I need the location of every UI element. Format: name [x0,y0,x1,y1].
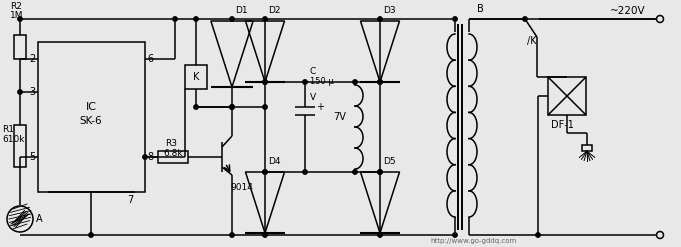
Circle shape [378,80,382,84]
Text: R3: R3 [165,139,177,147]
Circle shape [263,17,267,21]
Text: 610k: 610k [2,135,25,144]
Text: 6: 6 [147,54,153,64]
Text: 6.8k: 6.8k [163,148,183,158]
Circle shape [378,17,382,21]
Circle shape [536,233,540,237]
Text: DF-1: DF-1 [551,120,574,130]
Bar [582,145,592,151]
Text: 8: 8 [147,152,153,162]
Circle shape [303,80,307,84]
Circle shape [263,233,267,237]
Bar [185,65,207,89]
Text: 2: 2 [29,54,35,64]
Circle shape [263,80,267,84]
Text: B: B [477,4,484,14]
Bar [14,125,26,167]
Circle shape [143,155,147,159]
Bar [158,151,188,163]
Bar [38,42,145,192]
Circle shape [173,17,177,21]
Circle shape [18,90,22,94]
Text: 150 μ: 150 μ [310,78,334,86]
Text: 7V: 7V [333,112,346,122]
Text: D5: D5 [383,158,396,166]
Circle shape [263,170,267,174]
Circle shape [378,80,382,84]
Text: R2: R2 [10,2,22,12]
Text: C: C [310,67,316,77]
Circle shape [378,170,382,174]
Text: http://www.go-gddq.com: http://www.go-gddq.com [430,238,516,244]
Text: 9014: 9014 [230,183,253,191]
Circle shape [378,170,382,174]
Text: A: A [36,214,43,224]
Text: ~220V: ~220V [610,6,646,16]
Circle shape [523,17,527,21]
Circle shape [453,17,457,21]
Text: D3: D3 [383,6,396,16]
Circle shape [18,17,22,21]
Text: 1M: 1M [10,12,24,21]
Text: SK-6: SK-6 [80,116,102,126]
Circle shape [453,233,457,237]
Circle shape [353,80,358,84]
Text: D4: D4 [268,158,281,166]
Circle shape [89,233,93,237]
Circle shape [229,105,234,109]
Circle shape [303,170,307,174]
Bar [548,77,586,115]
Text: K: K [193,72,199,82]
Text: R1: R1 [2,124,14,133]
Circle shape [263,105,267,109]
Circle shape [229,105,234,109]
Text: 3: 3 [29,87,35,97]
Circle shape [263,80,267,84]
Circle shape [263,170,267,174]
Circle shape [229,17,234,21]
Circle shape [353,170,358,174]
Circle shape [194,105,198,109]
Text: V: V [310,92,316,102]
Text: D1: D1 [235,6,248,16]
Text: 5: 5 [29,152,35,162]
Text: /K: /K [527,36,537,46]
Circle shape [378,233,382,237]
Circle shape [194,17,198,21]
Bar [14,35,26,59]
Text: D2: D2 [268,6,281,16]
Circle shape [229,233,234,237]
Text: 7: 7 [127,195,133,205]
Text: +: + [316,102,324,112]
Text: IC: IC [86,102,97,112]
